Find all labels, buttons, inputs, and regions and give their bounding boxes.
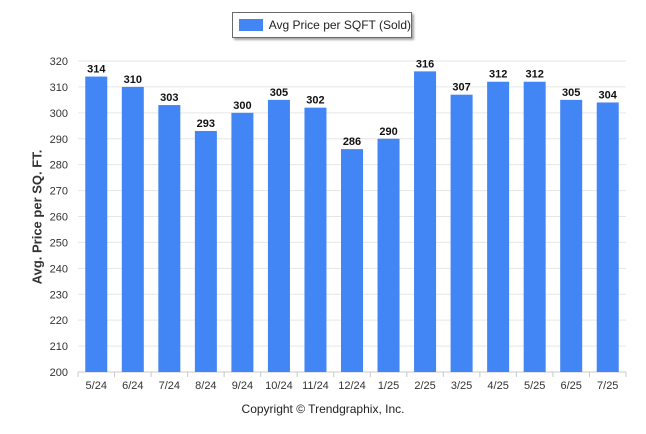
data-label: 316 — [416, 58, 434, 70]
x-tick-label: 9/24 — [232, 380, 253, 392]
legend-swatch — [239, 19, 263, 31]
x-tick-label: 10/24 — [265, 380, 293, 392]
bar — [523, 81, 546, 372]
x-tick-label: 12/24 — [338, 380, 366, 392]
x-tick-label: 4/25 — [487, 380, 508, 392]
data-label: 310 — [124, 74, 142, 86]
bar — [121, 86, 144, 373]
bar — [560, 99, 583, 372]
y-tick-label: 220 — [50, 315, 68, 327]
x-tick-label: 6/24 — [122, 380, 143, 392]
x-tick-label: 7/25 — [597, 380, 618, 392]
y-tick-label: 260 — [50, 212, 68, 224]
legend: Avg Price per SQFT (Sold) — [232, 12, 412, 38]
copyright-text: Copyright © Trendgraphix, Inc. — [241, 402, 405, 416]
data-label: 307 — [452, 82, 470, 94]
y-tick-label: 320 — [50, 56, 68, 68]
x-tick-label: 7/24 — [159, 380, 180, 392]
data-label: 305 — [562, 87, 580, 99]
data-label: 314 — [87, 64, 106, 76]
y-tick-label: 230 — [50, 289, 68, 301]
bar — [341, 149, 363, 372]
data-label: 312 — [489, 69, 507, 81]
data-label: 304 — [599, 89, 618, 101]
bar — [304, 107, 327, 373]
y-tick-label: 290 — [50, 134, 68, 146]
bar — [85, 76, 108, 373]
y-tick-label: 280 — [50, 160, 68, 172]
bar — [487, 81, 510, 372]
y-tick-label: 200 — [50, 367, 68, 379]
bar — [414, 71, 437, 372]
legend-label: Avg Price per SQFT (Sold) — [268, 18, 411, 32]
bar — [194, 130, 217, 372]
y-tick-label: 240 — [50, 263, 68, 275]
y-tick-label: 310 — [50, 82, 68, 94]
bar — [450, 94, 473, 373]
data-label: 293 — [197, 118, 215, 130]
x-tick-label: 1/25 — [378, 380, 399, 392]
bar — [158, 105, 181, 372]
data-label: 312 — [525, 69, 543, 81]
bar — [596, 102, 619, 372]
x-tick-label: 5/25 — [524, 380, 545, 392]
data-label: 286 — [343, 136, 361, 148]
x-tick-label: 2/25 — [414, 380, 435, 392]
y-tick-label: 210 — [50, 341, 68, 353]
data-label: 300 — [233, 100, 251, 112]
x-tick-label: 6/25 — [560, 380, 581, 392]
bar — [377, 138, 400, 372]
bar — [267, 99, 290, 372]
data-label: 302 — [306, 95, 324, 107]
data-label: 305 — [270, 87, 288, 99]
x-tick-label: 11/24 — [302, 380, 329, 392]
x-tick-label: 3/25 — [451, 380, 472, 392]
y-tick-label: 300 — [50, 108, 68, 120]
bar — [231, 112, 254, 372]
data-label: 290 — [379, 126, 397, 138]
x-tick-label: 8/24 — [195, 380, 216, 392]
x-tick-label: 5/24 — [86, 380, 107, 392]
y-tick-label: 270 — [50, 186, 68, 198]
data-label: 303 — [160, 92, 178, 104]
y-tick-label: 250 — [50, 237, 68, 249]
